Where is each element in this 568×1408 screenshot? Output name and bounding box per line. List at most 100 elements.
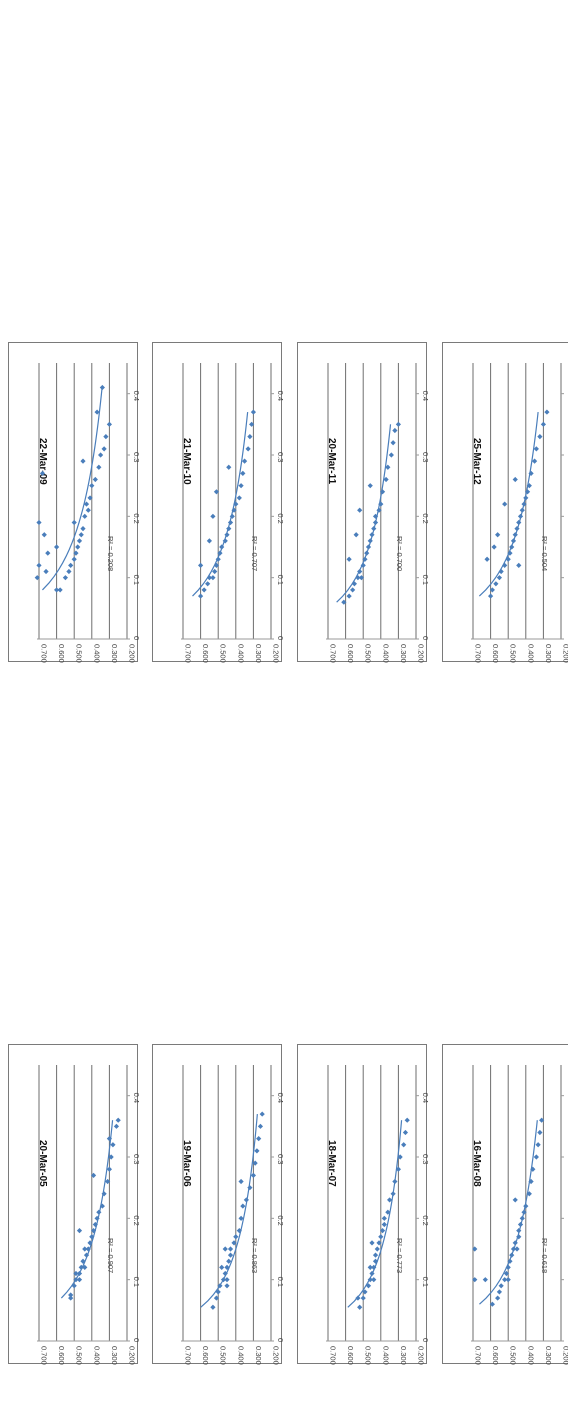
data-point [106, 421, 112, 427]
x-tick-label: 0.4 [276, 391, 285, 401]
data-point [66, 568, 72, 575]
data-point [101, 446, 107, 452]
chart-panel-7: 0.700 0.600 0.500 0.400 0.300 0.200 0 0.1 0.2 0.3… [297, 342, 430, 663]
data-point [367, 483, 373, 489]
data-point [247, 1185, 253, 1191]
data-point [535, 1142, 541, 1148]
r-squared-label: R² = 0.504 [540, 536, 549, 571]
data-point [76, 1277, 83, 1283]
data-point [360, 1295, 366, 1301]
chart-title: 20-Mar-05 [37, 1140, 48, 1187]
y-tick-label: 0.300 [399, 1346, 408, 1365]
data-point [240, 1203, 246, 1209]
y-tick-label: 0.600 [57, 644, 66, 663]
y-tick-label: 0.400 [381, 644, 390, 663]
data-point [491, 544, 497, 550]
data-point [245, 446, 251, 452]
data-point [357, 507, 363, 513]
scatter-plot: 0.700 0.600 0.500 0.400 0.300 0.200 0 0.1 0.2 0.3… [471, 1065, 568, 1365]
x-tick-label: 0 [132, 1338, 141, 1342]
trend-line [192, 412, 249, 597]
chart-panel-8: 0.700 0.600 0.500 0.400 0.300 0.200 0 0.1 0.2 0.3… [442, 342, 568, 663]
chart-title: 22-Mar-09 [37, 438, 48, 485]
y-tick-label: 0.500 [219, 1346, 228, 1365]
chart-panel-3: 0.700 0.600 0.500 0.400 0.300 0.200 0 0.1 0.2 0.3… [297, 1044, 430, 1365]
data-point [210, 1304, 216, 1310]
data-point [80, 458, 86, 464]
data-point [78, 532, 84, 538]
data-point [346, 556, 352, 562]
y-tick-label: 0.600 [346, 644, 355, 663]
y-tick-label: 0.300 [110, 644, 119, 663]
data-point [372, 1252, 379, 1258]
data-point [530, 1166, 536, 1172]
y-tick-label: 0.200 [562, 1346, 568, 1365]
y-tick-label: 0.700 [474, 1346, 483, 1365]
data-point [502, 501, 508, 507]
y-tick-label: 0.400 [526, 644, 535, 663]
scatter-plot: 0.700 0.600 0.500 0.400 0.300 0.200 0 0.1 0.2 0.3… [471, 363, 568, 663]
x-tick-label: 0.2 [132, 513, 141, 523]
data-point [90, 1172, 97, 1178]
trend-line [42, 387, 103, 591]
y-tick-label: 0.700 [184, 1346, 193, 1365]
data-point [472, 1277, 478, 1283]
data-point [105, 1178, 111, 1185]
data-point [514, 1246, 520, 1252]
x-tick-label: 0 [421, 636, 430, 640]
scatter-plot: 0.700 0.600 0.500 0.400 0.300 0.200 0 0.1 0.2 0.3… [181, 1065, 285, 1365]
data-point [106, 1166, 112, 1172]
y-tick-label: 0.700 [474, 644, 483, 663]
y-tick-label: 0.400 [381, 1346, 390, 1365]
x-tick-label: 0.3 [276, 452, 285, 462]
data-point [103, 434, 109, 440]
x-tick-label: 0.4 [566, 391, 568, 401]
data-point [89, 483, 95, 489]
y-tick-label: 0.600 [201, 644, 210, 663]
x-tick-label: 0.1 [132, 1277, 141, 1287]
y-tick-label: 0.500 [509, 1346, 518, 1365]
y-tick-label: 0.600 [346, 1346, 355, 1365]
data-point [224, 1277, 230, 1283]
data-point [516, 1228, 522, 1234]
data-point [68, 1292, 74, 1298]
y-tick-label: 0.700 [184, 644, 193, 663]
data-point [544, 409, 550, 415]
data-point [205, 581, 211, 587]
data-point [533, 1154, 539, 1160]
y-tick-label: 0.300 [254, 644, 263, 663]
x-tick-label: 0.1 [276, 575, 285, 585]
y-tick-label: 0.600 [57, 1346, 66, 1365]
data-point [57, 587, 63, 593]
data-point [482, 1277, 488, 1283]
y-tick-label: 0.400 [92, 644, 101, 663]
data-point [62, 575, 68, 581]
x-tick-label: 0.1 [421, 1277, 430, 1287]
chart-panel-5: 0.700 0.600 0.500 0.400 0.300 0.200 0 0.1 0.2 0.3… [8, 342, 141, 663]
data-point [257, 1123, 264, 1129]
data-point [82, 1246, 88, 1252]
data-point [45, 550, 51, 556]
data-point [381, 1221, 387, 1228]
data-point [101, 1191, 107, 1197]
data-point [498, 1283, 504, 1289]
data-point [402, 1129, 409, 1136]
data-point [210, 575, 216, 581]
x-tick-label: 0.4 [276, 1093, 285, 1103]
data-point [54, 544, 60, 550]
data-point [89, 1234, 95, 1240]
data-point [379, 489, 386, 495]
data-point [242, 458, 248, 464]
y-tick-label: 0.400 [236, 644, 245, 663]
x-tick-label: 0.4 [421, 391, 430, 401]
data-point [71, 1283, 77, 1289]
data-point [233, 1234, 239, 1240]
data-point [381, 1215, 387, 1221]
x-tick-label: 0 [421, 1338, 430, 1342]
y-tick-label: 0.500 [364, 1346, 373, 1365]
y-tick-label: 0.200 [272, 644, 281, 663]
data-point [36, 562, 42, 568]
data-point [385, 464, 391, 470]
data-point [533, 446, 539, 452]
